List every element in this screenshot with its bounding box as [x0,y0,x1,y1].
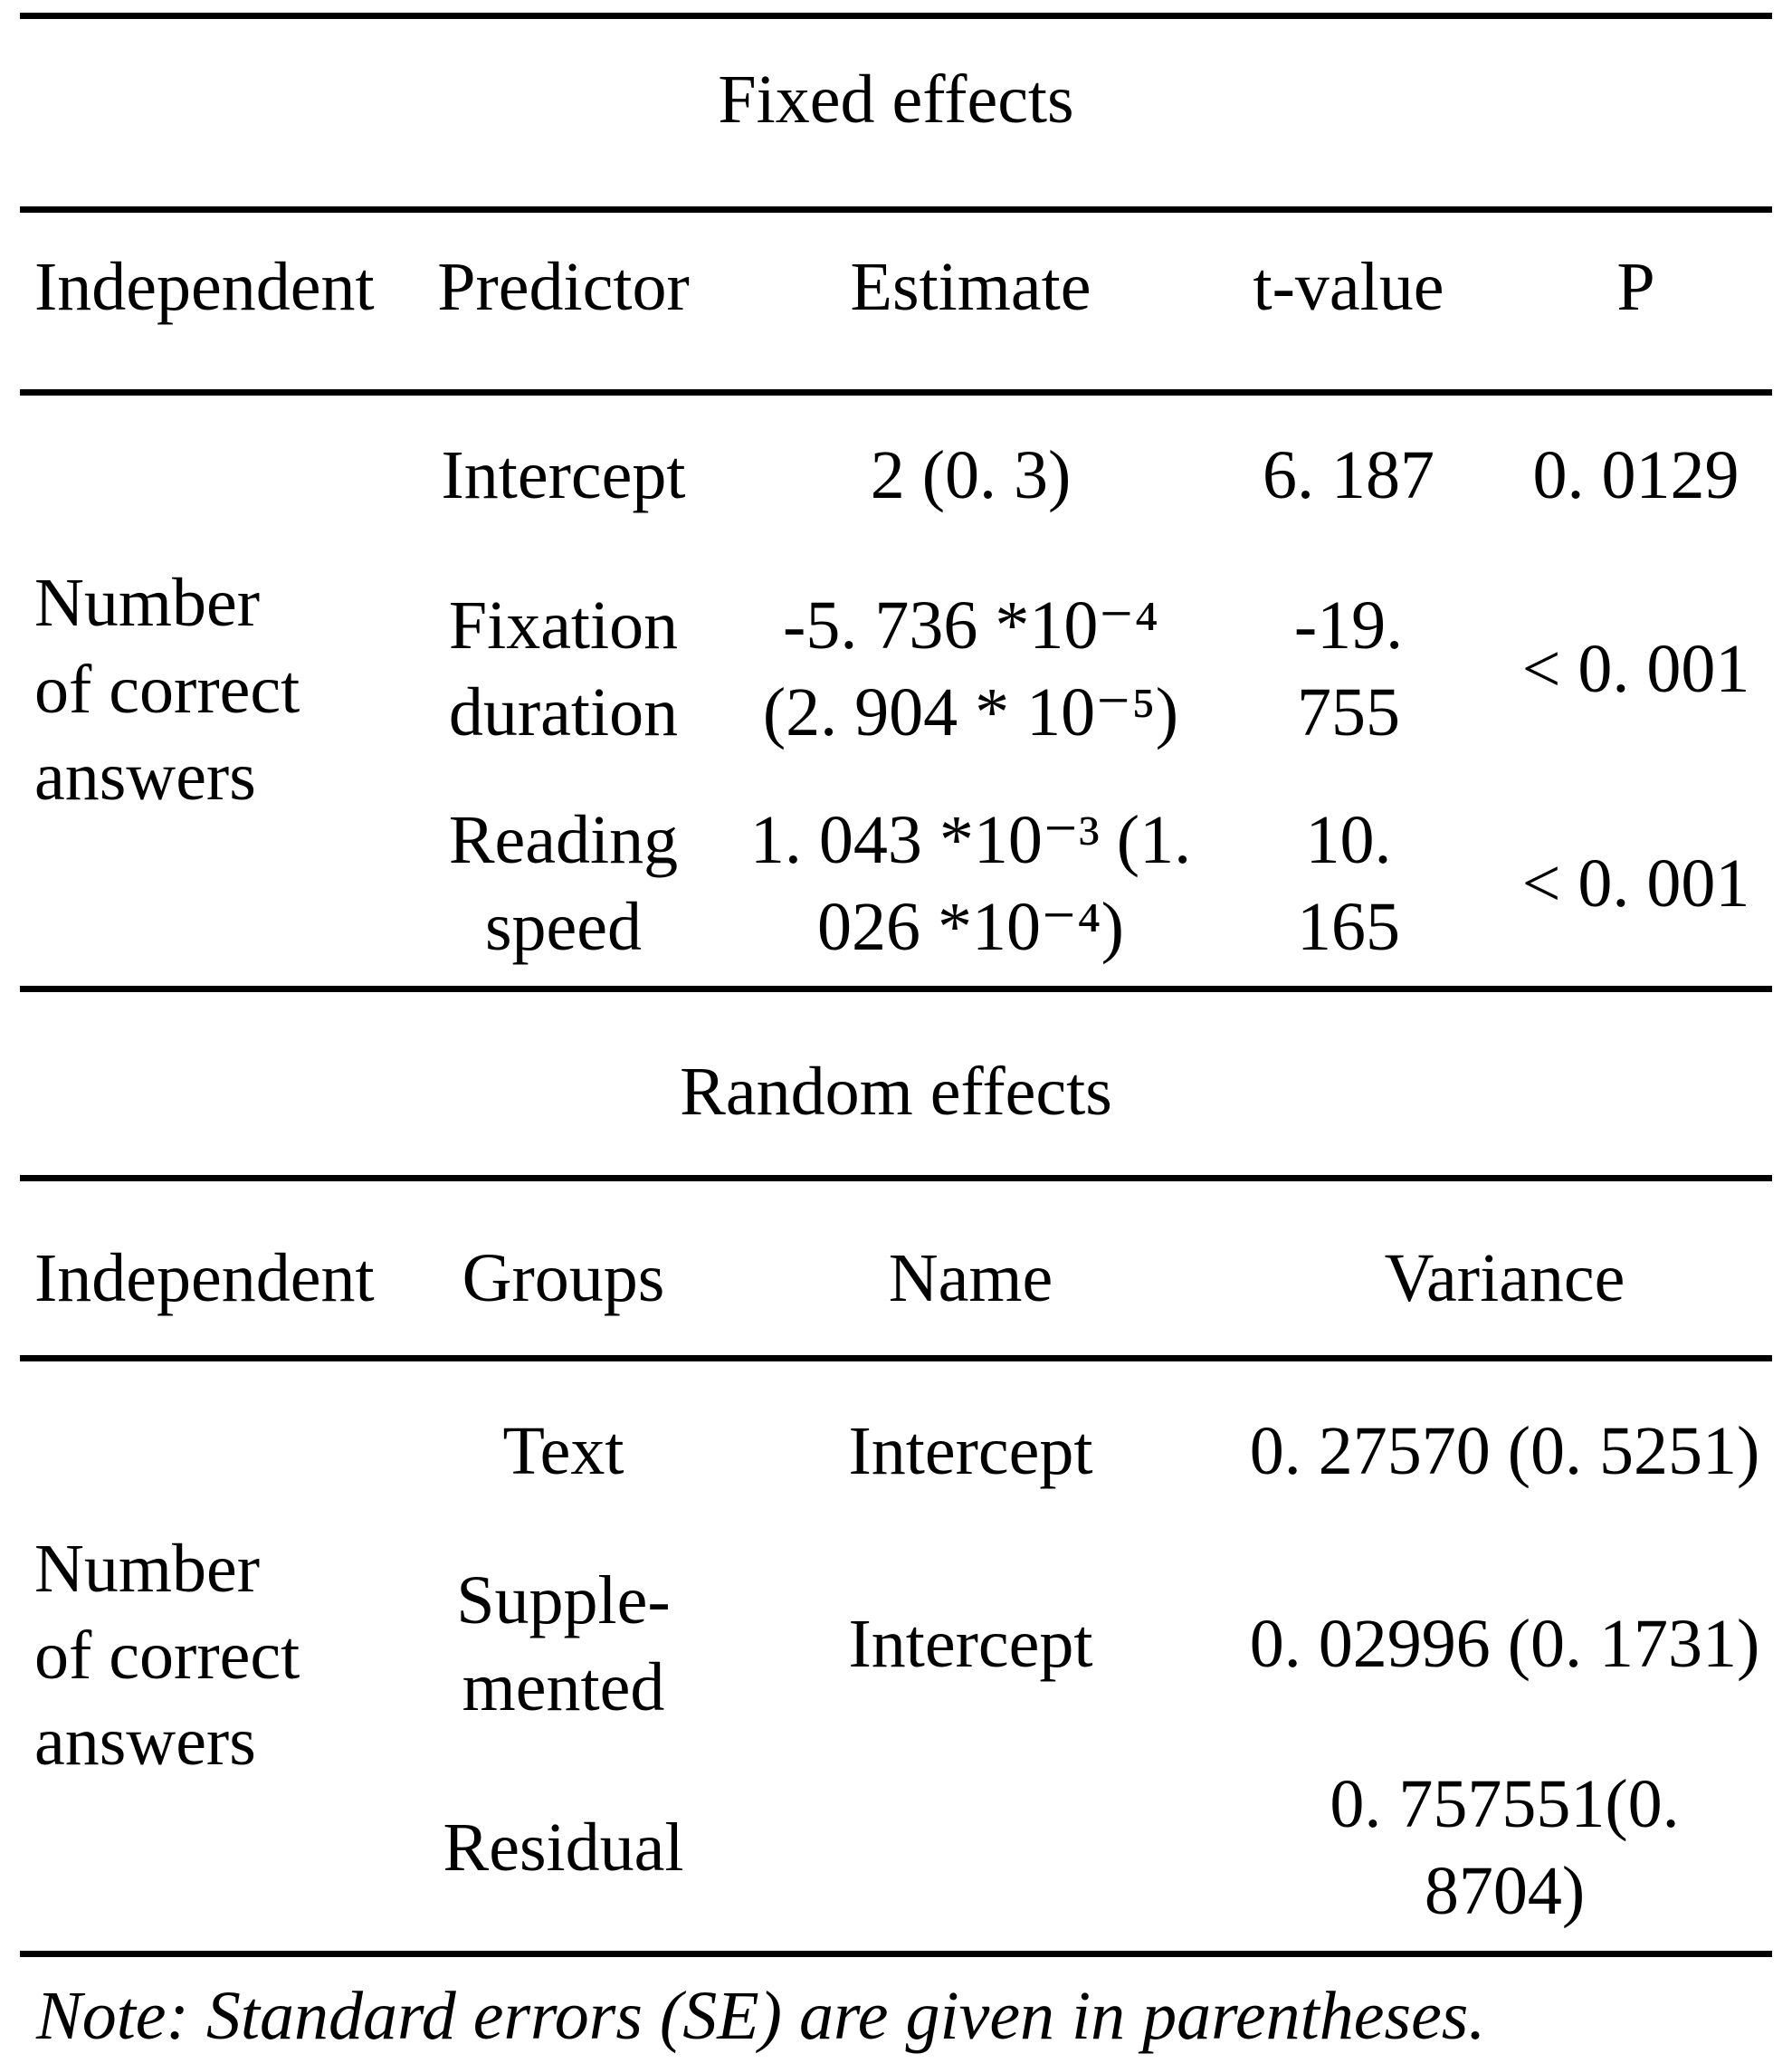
random-row-supplemented: Supple- mented Intercept 0. 02996 (0. 17… [0,1542,1792,1746]
fixed-row-reading-speed: Reading speed 1. 043 *10⁻³ (1. 026 *10⁻⁴… [0,783,1792,986]
fixed-col-header-t-value: t-value [1253,248,1444,325]
fixed-intercept-estimate-cell: 2 (0. 3) [870,437,1072,514]
random-effects-title: Random effects [680,1054,1112,1131]
fixed-intercept-t-value-cell: 6. 187 [1263,437,1435,514]
fixed-fixation-t-value-cell: -19. 755 [1293,587,1404,750]
random-col-header-groups: Groups [462,1240,665,1317]
top-margin [0,0,1792,13]
random-text-variance-cell: 0. 27570 (0. 5251) [1249,1413,1760,1490]
fixed-col-header-estimate: Estimate [850,248,1091,325]
fixed-reading-t-value-cell: 10. 165 [1297,802,1400,965]
bottom-rule [20,1951,1772,1957]
random-residual-name-cell [724,1746,1217,1951]
fixed-intercept-p-cell: 0. 0129 [1532,437,1740,514]
random-row-residual: Residual 0. 757551(0. 8704) [0,1746,1792,1951]
random-effects-header-row: Independent Groups Name Variance [0,1181,1792,1355]
random-text-name-cell: Intercept [848,1413,1093,1490]
fixed-intercept-predictor-cell: Intercept [441,437,686,514]
fixed-fixation-p-cell: < 0. 001 [1521,631,1750,708]
fixed-effects-header-row: Independent Predictor Estimate t-value P [0,213,1792,389]
fixed-row-intercept: Number of correct answers Intercept 2 (0… [0,396,1792,815]
random-row-group-label: Number of correct answers [34,1530,300,1781]
fixed-reading-p-cell: < 0. 001 [1521,845,1750,922]
random-supplemented-variance-cell: 0. 02996 (0. 1731) [1249,1605,1760,1682]
fixed-fixation-estimate-cell: -5. 736 *10⁻⁴ (2. 904 * 10⁻⁵) [762,587,1179,750]
random-effects-header-table: Independent Groups Name Variance [0,1181,1792,1355]
fixed-effects-title: Fixed effects [718,61,1074,138]
random-effects-body-table: Number of correct answers Text Intercept… [0,1361,1792,1951]
random-col-header-variance: Variance [1384,1240,1625,1317]
fixed-header-top-rule [20,206,1772,213]
random-text-groups-cell: Text [502,1413,624,1490]
random-row-text: Number of correct answers Text Intercept… [0,1361,1792,1780]
fixed-fixation-predictor-cell: Fixation duration [448,587,679,750]
fixed-col-header-independent: Independent [34,248,375,325]
random-header-bottom-rule [20,1355,1772,1361]
fixed-bottom-rule [20,986,1772,992]
random-header-top-rule [20,1175,1772,1181]
fixed-effects-body-table: Number of correct answers Intercept 2 (0… [0,396,1792,986]
fixed-col-header-predictor: Predictor [437,248,690,325]
fixed-row-fixation-duration: Fixation duration -5. 736 *10⁻⁴ (2. 904 … [0,557,1792,783]
random-supplemented-name-cell: Intercept [848,1605,1093,1682]
fixed-effects-header-table: Independent Predictor Estimate t-value P [0,213,1792,389]
fixed-col-header-p: P [1616,248,1655,325]
random-col-header-independent: Independent [34,1240,375,1317]
fixed-reading-estimate-cell: 1. 043 *10⁻³ (1. 026 *10⁻⁴) [749,802,1192,965]
random-supplemented-groups-cell: Supple- mented [456,1562,671,1725]
fixed-row-group-label: Number of correct answers [34,565,300,815]
random-col-header-name: Name [888,1240,1053,1317]
random-residual-groups-cell: Residual [443,1810,684,1886]
top-rule [20,13,1772,19]
fixed-reading-predictor-cell: Reading speed [448,802,679,965]
table-note: Note: Standard errors (SE) are given in … [36,1977,1486,2054]
fixed-header-bottom-rule [20,389,1772,396]
random-residual-variance-cell: 0. 757551(0. 8704) [1330,1766,1680,1929]
